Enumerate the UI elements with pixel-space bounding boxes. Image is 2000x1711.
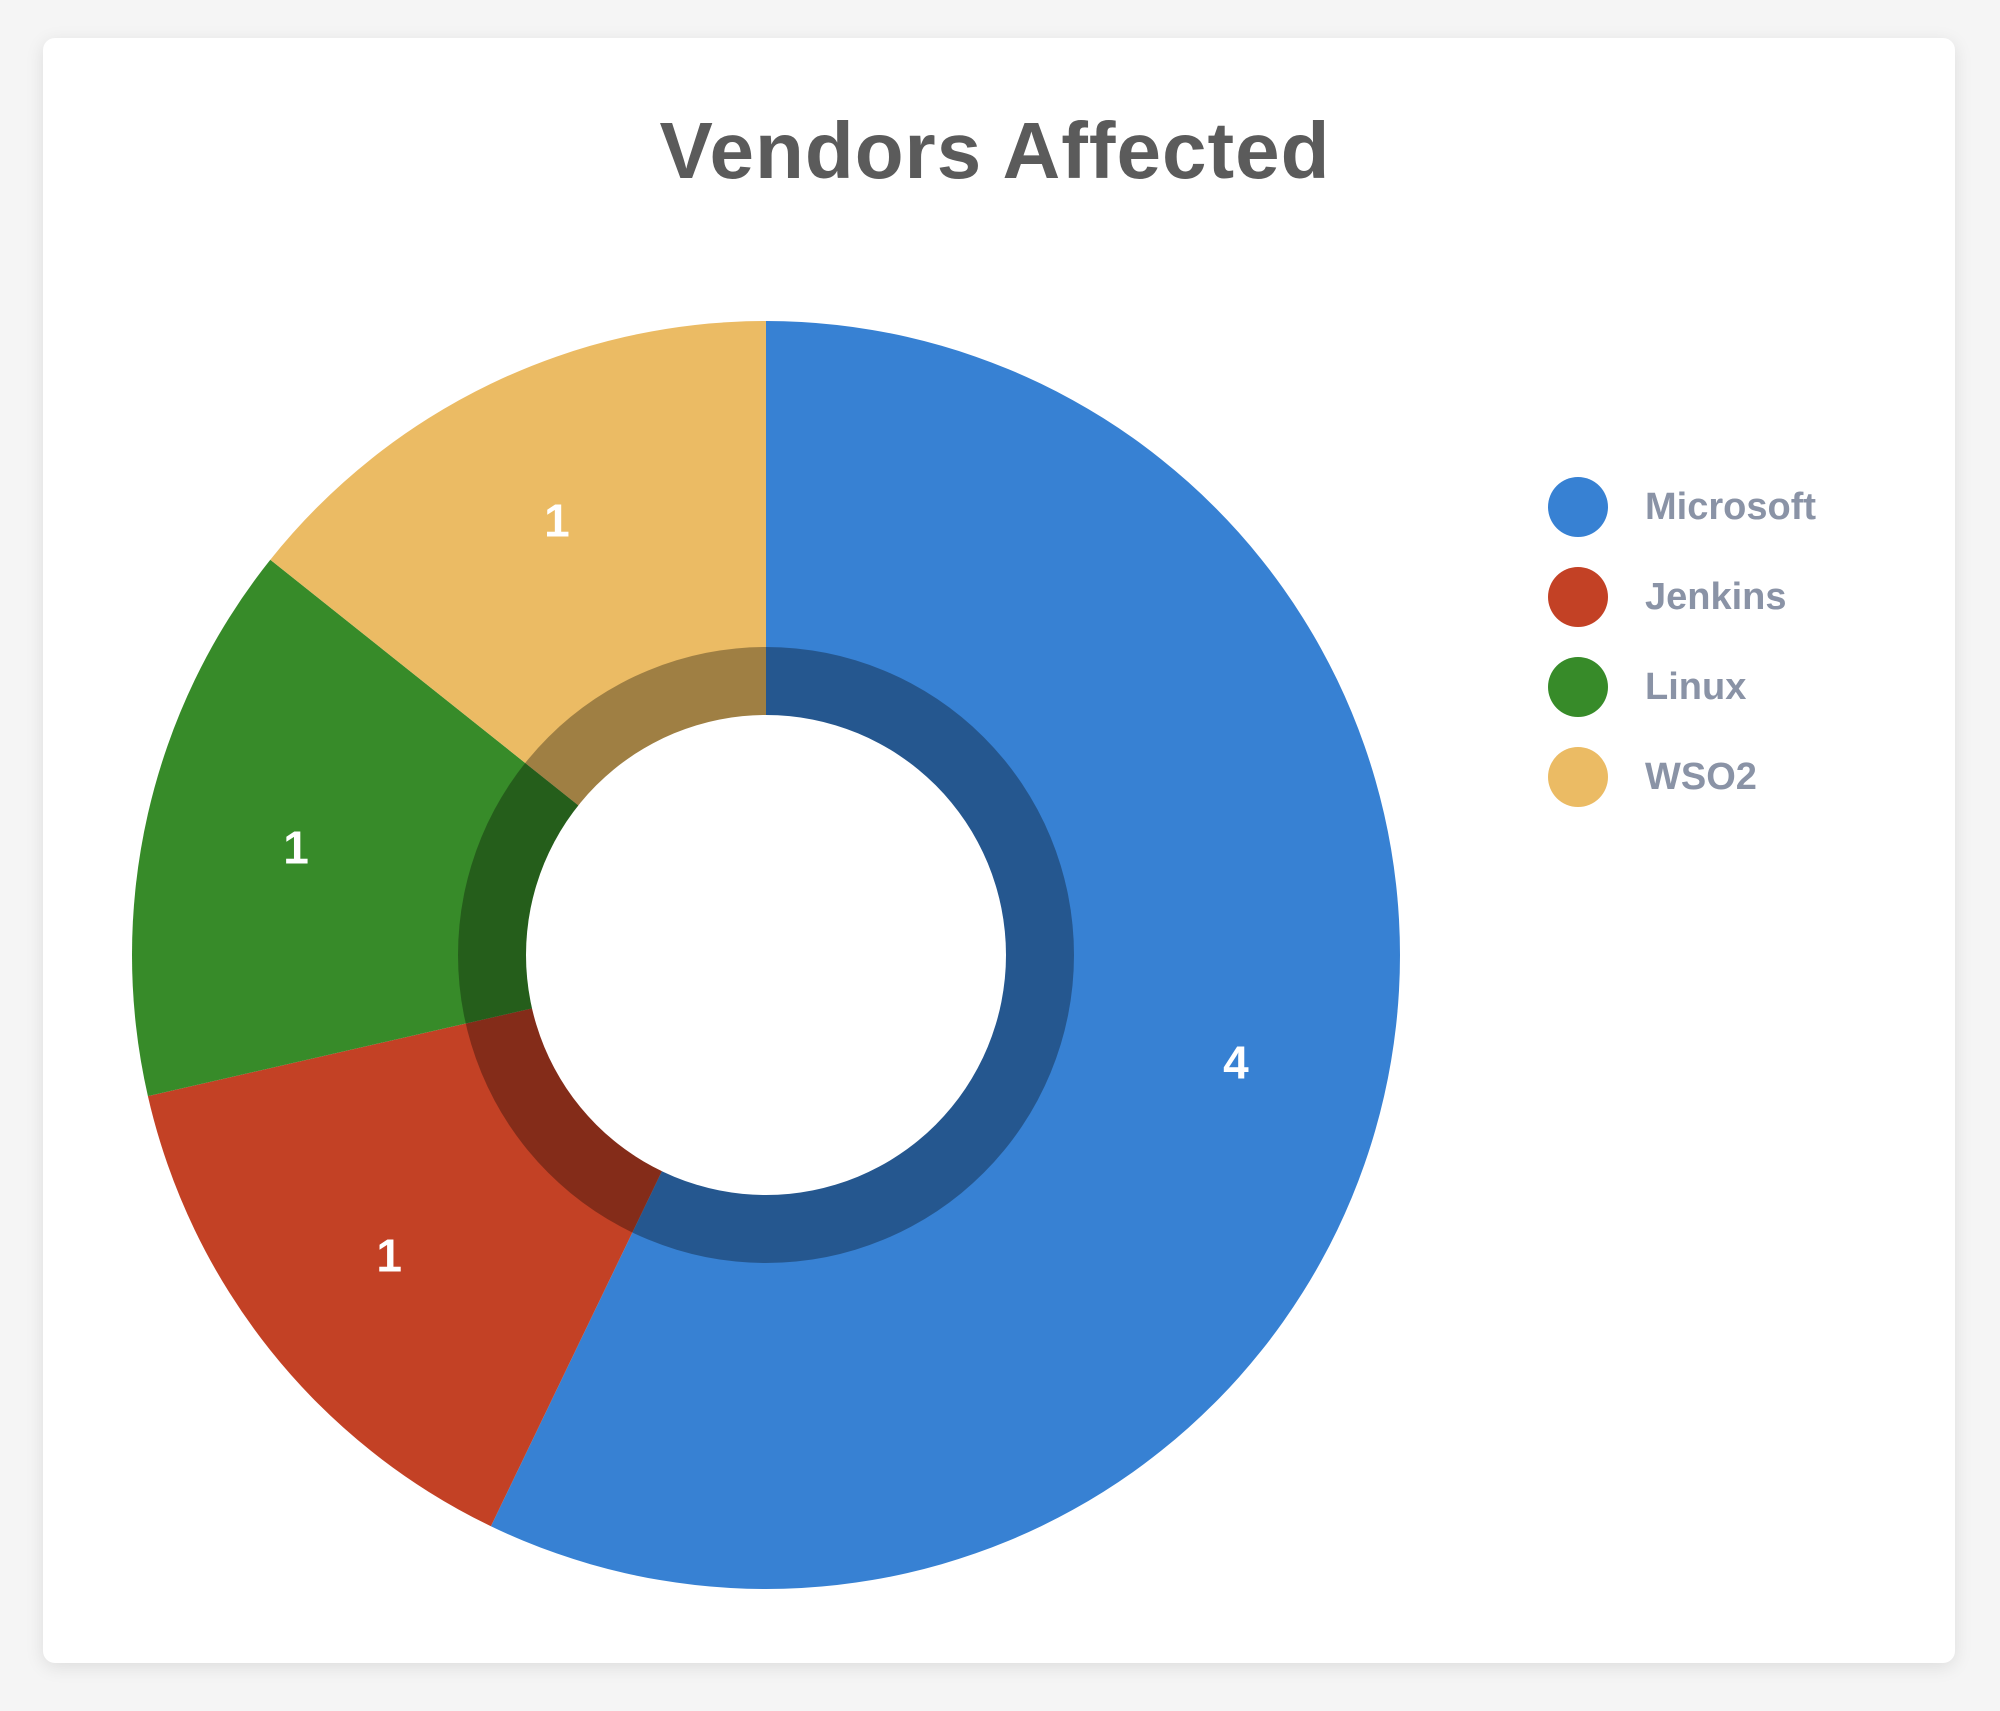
legend-swatch xyxy=(1548,657,1608,717)
slice-value-label: 1 xyxy=(376,1230,402,1282)
legend-swatch xyxy=(1548,567,1608,627)
legend-item-jenkins[interactable]: Jenkins xyxy=(1548,552,1816,642)
legend-label: Jenkins xyxy=(1645,575,1787,618)
legend-item-linux[interactable]: Linux xyxy=(1548,642,1816,732)
legend-swatch xyxy=(1548,477,1608,537)
chart-title: Vendors Affected xyxy=(659,106,1331,195)
legend-swatch xyxy=(1548,747,1608,807)
legend-label: WSO2 xyxy=(1645,755,1757,798)
legend-label: Linux xyxy=(1645,665,1747,708)
legend-item-microsoft[interactable]: Microsoft xyxy=(1548,462,1816,552)
chart-legend: Microsoft Jenkins Linux WSO2 xyxy=(1548,462,1816,822)
slice-value-label: 1 xyxy=(283,822,309,874)
legend-item-wso2[interactable]: WSO2 xyxy=(1548,732,1816,822)
slice-value-label: 4 xyxy=(1223,1036,1249,1088)
donut-hole xyxy=(526,715,1006,1195)
slice-value-label: 1 xyxy=(544,495,570,547)
legend-label: Microsoft xyxy=(1645,485,1816,528)
